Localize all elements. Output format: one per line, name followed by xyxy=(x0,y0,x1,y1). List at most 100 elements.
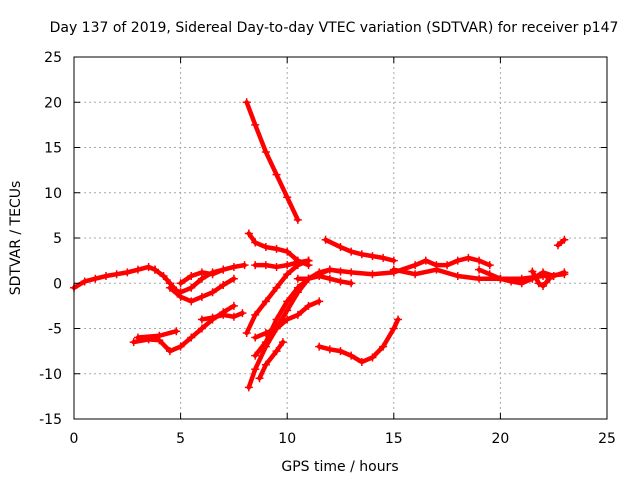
data-point xyxy=(368,270,377,279)
data-point xyxy=(389,324,398,333)
series-track-12 xyxy=(242,256,313,338)
data-point xyxy=(443,261,452,270)
data-point xyxy=(238,309,247,318)
series-line xyxy=(555,237,567,248)
data-point xyxy=(325,265,334,274)
series-track-4 xyxy=(176,265,228,288)
data-point xyxy=(261,243,270,252)
data-point xyxy=(165,347,174,356)
grid xyxy=(74,57,607,419)
data-point xyxy=(517,279,526,288)
data-point xyxy=(176,279,185,288)
y-tick-label: 25 xyxy=(44,50,62,66)
data-point xyxy=(283,261,292,270)
series-line xyxy=(71,264,158,291)
y-tick-label: -5 xyxy=(48,322,62,338)
data-point xyxy=(432,265,441,274)
data-point xyxy=(159,272,168,281)
data-point xyxy=(283,270,292,279)
data-point xyxy=(229,312,238,321)
data-point xyxy=(389,256,398,265)
data-point xyxy=(129,338,138,347)
data-point xyxy=(244,383,253,392)
data-point xyxy=(278,338,287,347)
x-axis: 0 5 10 15 20 25 xyxy=(70,57,616,447)
data-point xyxy=(176,342,185,351)
series-track-17 xyxy=(315,315,403,366)
data-point xyxy=(240,261,249,270)
data-point xyxy=(357,357,366,366)
data-point xyxy=(485,261,494,270)
series-track-13 xyxy=(251,297,324,342)
data-point xyxy=(251,333,260,342)
data-point xyxy=(242,329,251,338)
data-point xyxy=(325,345,334,354)
y-tick-label: 20 xyxy=(44,95,62,111)
data-point xyxy=(283,193,292,202)
series-track-16 xyxy=(293,272,356,288)
data-point xyxy=(325,274,334,283)
y-tick-label: 5 xyxy=(53,231,62,247)
data-point xyxy=(379,342,388,351)
data-point xyxy=(261,360,270,369)
data-point xyxy=(411,270,420,279)
data-point xyxy=(176,292,185,301)
series-line xyxy=(135,328,179,340)
data-point xyxy=(304,301,313,310)
data-point xyxy=(560,235,569,244)
x-tick-label: 15 xyxy=(385,431,403,447)
data-point xyxy=(411,261,420,270)
data-point xyxy=(261,297,270,306)
data-point xyxy=(261,261,270,270)
x-axis-label: GPS time / hours xyxy=(281,459,398,475)
data-point xyxy=(496,274,505,283)
data-point xyxy=(272,262,281,271)
data-point xyxy=(133,333,142,342)
chart-title: Day 137 of 2019, Sidereal Day-to-day VTE… xyxy=(50,20,619,36)
y-tick-label: -15 xyxy=(39,412,62,428)
data-point xyxy=(453,272,462,281)
data-point xyxy=(272,315,281,324)
data-point xyxy=(261,148,270,157)
data-point xyxy=(244,229,253,238)
data-point xyxy=(229,274,238,283)
y-tick-label: 10 xyxy=(44,186,62,202)
data-point xyxy=(347,268,356,277)
data-point xyxy=(187,272,196,281)
data-point xyxy=(560,268,569,277)
data-point xyxy=(251,261,260,270)
data-point xyxy=(229,262,238,271)
data-point xyxy=(187,333,196,342)
data-point xyxy=(293,215,302,224)
data-point xyxy=(151,265,160,274)
y-tick-label: -10 xyxy=(39,367,62,383)
data-point xyxy=(321,235,330,244)
series-track-19 xyxy=(315,253,494,279)
data-point xyxy=(165,283,174,292)
data-point xyxy=(187,283,196,292)
x-tick-label: 20 xyxy=(491,431,509,447)
data-point xyxy=(251,238,260,247)
data-point xyxy=(336,347,345,356)
data-point xyxy=(528,267,537,276)
series-track-18 xyxy=(321,235,398,265)
data-point xyxy=(261,338,270,347)
data-point xyxy=(293,274,302,283)
data-point xyxy=(336,243,345,252)
data-point xyxy=(283,306,292,315)
data-point xyxy=(251,310,260,319)
data-point xyxy=(272,283,281,292)
data-point xyxy=(144,262,153,271)
data-point xyxy=(304,274,313,283)
data-point xyxy=(368,252,377,261)
series-line xyxy=(257,339,286,381)
data-point xyxy=(293,283,302,292)
data-point xyxy=(251,365,260,374)
data-point xyxy=(272,347,281,356)
data-point xyxy=(336,277,345,286)
series-line xyxy=(244,100,301,223)
data-point xyxy=(539,281,548,290)
data-point xyxy=(453,256,462,265)
x-tick-label: 5 xyxy=(176,431,185,447)
data-point xyxy=(379,253,388,262)
